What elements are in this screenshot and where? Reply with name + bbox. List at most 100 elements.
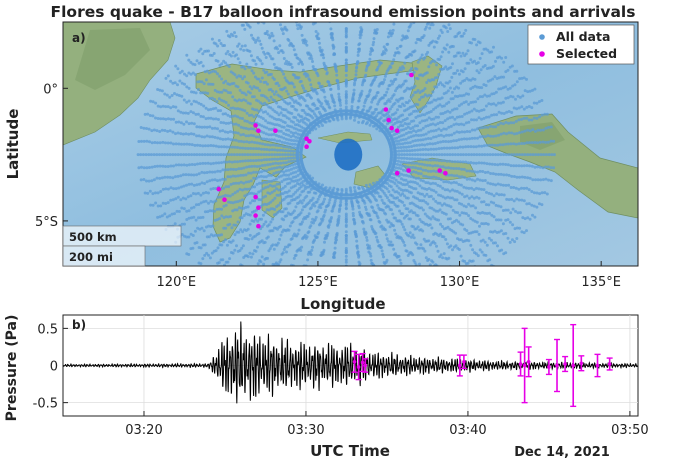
all-data-point	[418, 143, 421, 147]
all-data-point	[246, 90, 250, 94]
all-data-point	[296, 27, 300, 31]
all-data-point	[364, 232, 368, 235]
all-data-point	[409, 191, 413, 195]
all-data-point	[177, 142, 181, 146]
all-data-point	[286, 92, 290, 96]
all-data-point	[238, 88, 242, 92]
all-data-point	[241, 117, 244, 120]
selected-point	[443, 170, 448, 176]
all-data-point	[473, 77, 477, 81]
all-data-point	[270, 157, 274, 161]
all-data-point	[401, 212, 405, 216]
all-data-point	[251, 153, 255, 157]
all-data-point	[222, 186, 226, 190]
all-data-point	[486, 134, 490, 138]
all-data-point	[425, 81, 429, 84]
all-data-point	[294, 291, 297, 294]
all-data-point	[501, 222, 505, 226]
all-data-point	[389, 240, 393, 244]
all-data-point	[451, 153, 455, 157]
all-data-point	[394, 77, 398, 81]
all-data-point	[368, 123, 372, 127]
all-data-point	[212, 144, 215, 148]
all-data-point	[262, 262, 266, 266]
all-data-point	[278, 157, 282, 161]
all-data-point	[209, 199, 213, 203]
all-data-point	[317, 223, 321, 227]
all-data-point	[512, 199, 516, 203]
all-data-point	[391, 277, 394, 280]
all-data-point	[443, 119, 447, 123]
all-data-point	[484, 253, 488, 257]
all-data-point	[368, 57, 372, 61]
all-data-point	[391, 123, 395, 127]
all-data-point	[324, 99, 328, 103]
all-data-point	[226, 168, 230, 172]
all-data-point	[429, 194, 433, 198]
all-data-point	[149, 153, 153, 157]
all-data-point	[472, 145, 476, 149]
all-data-point	[189, 232, 193, 236]
all-data-point	[400, 149, 404, 153]
all-data-point	[300, 190, 304, 194]
all-data-point	[344, 254, 348, 258]
all-data-point	[224, 153, 228, 157]
all-data-point	[281, 113, 285, 117]
all-data-point	[368, 88, 372, 92]
all-data-point	[438, 184, 442, 188]
all-data-point	[225, 160, 229, 164]
all-data-point	[483, 93, 487, 97]
all-data-point	[169, 186, 173, 190]
all-data-point	[178, 79, 182, 83]
all-data-point	[416, 103, 420, 107]
all-data-point	[184, 153, 188, 157]
all-data-point	[358, 47, 361, 51]
all-data-point	[483, 135, 487, 139]
all-data-point	[415, 143, 419, 147]
all-data-point	[468, 177, 472, 181]
all-data-point	[217, 145, 221, 149]
all-data-point	[362, 0, 365, 2]
all-data-point	[388, 274, 391, 277]
all-data-point	[261, 187, 265, 191]
all-data-point	[367, 93, 371, 96]
all-data-point	[272, 172, 276, 176]
all-data-point	[434, 158, 438, 162]
all-data-point	[397, 293, 400, 296]
all-data-point	[280, 166, 284, 170]
all-data-point	[344, 58, 348, 62]
all-data-point	[455, 107, 459, 111]
all-data-point	[241, 188, 244, 192]
all-data-point	[513, 69, 517, 73]
all-data-point	[289, 237, 293, 241]
all-data-point	[467, 110, 471, 114]
all-data-point	[207, 116, 210, 120]
all-data-point	[330, 93, 333, 97]
all-data-point	[447, 50, 451, 54]
all-data-point	[489, 238, 493, 242]
all-data-point	[332, 267, 335, 270]
all-data-point	[289, 153, 293, 157]
all-data-point	[243, 119, 247, 123]
all-data-point	[345, 288, 348, 291]
all-data-point	[356, 200, 360, 204]
all-data-point	[238, 61, 242, 65]
all-data-point	[252, 147, 255, 151]
all-data-point	[270, 148, 274, 152]
all-data-point	[203, 182, 207, 185]
all-data-point	[226, 223, 230, 227]
all-data-point	[250, 219, 254, 223]
all-data-point	[372, 40, 376, 44]
selected-point	[253, 194, 258, 200]
all-data-point	[431, 39, 435, 43]
all-data-point	[409, 112, 413, 116]
all-data-point	[475, 220, 479, 224]
all-data-point	[432, 175, 436, 179]
all-data-point	[447, 256, 451, 260]
all-data-point	[163, 153, 167, 157]
all-data-point	[329, 32, 333, 36]
all-data-point	[205, 235, 209, 239]
all-data-point	[402, 104, 406, 108]
all-data-point	[275, 166, 279, 170]
all-data-point	[386, 35, 390, 39]
